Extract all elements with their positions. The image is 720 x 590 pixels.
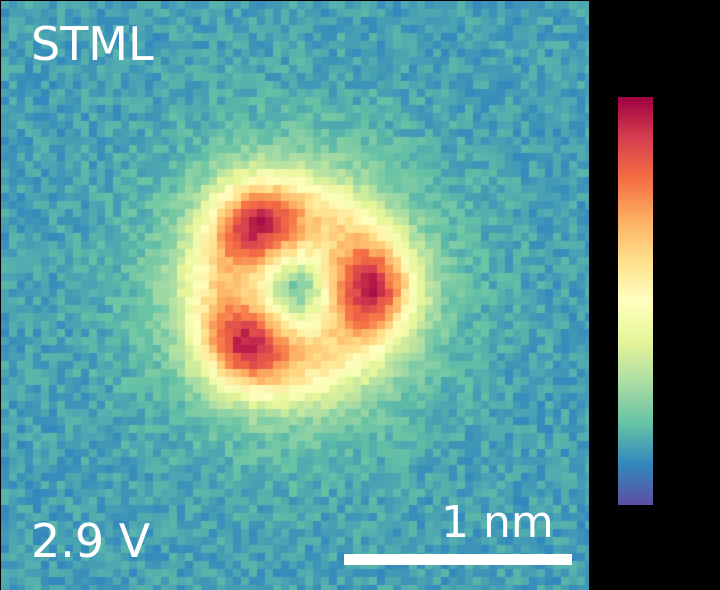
colorbar — [618, 97, 653, 505]
stml-heatmap-image — [1, 1, 589, 590]
bias-voltage-label: 2.9 V — [31, 514, 151, 568]
scale-bar — [344, 554, 572, 565]
map-title: STML — [31, 17, 154, 71]
stml-map: STML 2.9 V 1 nm — [0, 0, 589, 590]
scale-bar-label: 1 nm — [441, 497, 554, 548]
